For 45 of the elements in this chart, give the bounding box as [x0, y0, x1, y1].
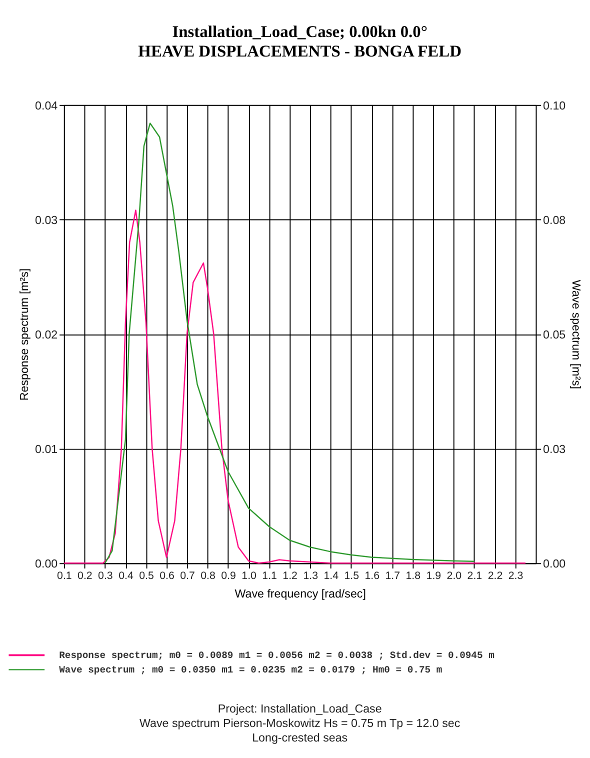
y2-tick-label: 0.05: [543, 328, 566, 342]
y2-axis-title: Wave spectrum [m²s]: [569, 280, 582, 390]
text: Project: Installation_Load_Case: [218, 702, 382, 716]
x-tick-label: 1.4: [324, 570, 339, 582]
y-tick-label: 0.01: [35, 442, 58, 456]
y2-tick-label: 0.00: [543, 558, 566, 571]
y-tick-label: 0.00: [35, 558, 58, 571]
y-tick-label: 0.02: [35, 328, 58, 342]
chart-subtitle: HEAVE DISPLACEMENTS - BONGA FELD: [138, 41, 462, 60]
x-tick-label: 1.9: [426, 570, 442, 582]
text: Long-crested seas: [252, 731, 348, 744]
legend-label: Response spectrum; m0 = 0.0089 m1 = 0.0056 m2 = 0.0038 ; Std.dev = 0.0945 m: [59, 650, 495, 662]
x-tick-label: 2.2: [488, 570, 503, 582]
text: Wave spectrum Pierson-Moskowitz Hs = 0.75 m Tp = 12.0 sec: [140, 716, 460, 730]
x-tick-label: 2.1: [467, 570, 482, 582]
y2-tick-label: 0.03: [543, 442, 566, 456]
x-tick-label: 0.3: [98, 570, 113, 582]
x-tick-label: 1.5: [344, 570, 360, 582]
x-tick-label: 0.7: [180, 570, 195, 582]
legend-label: Wave spectrum ; m0 = 0.0350 m1 = 0.0235 m2 = 0.0179 ; Hm0 = 0.75 m: [59, 664, 442, 676]
chart-title: Installation_Load_Case; 0.00kn 0.0°: [172, 22, 428, 42]
x-tick-label: 0.1: [57, 570, 72, 582]
x-tick-label: 1.0: [242, 570, 257, 582]
x-tick-label: 0.5: [139, 570, 154, 582]
line-series: [104, 122, 475, 564]
y2-tick-label: 0.10: [543, 99, 566, 112]
x-tick-label: 1.2: [282, 570, 298, 582]
x-tick-label: 1.1: [262, 570, 278, 582]
x-tick-label: 1.6: [364, 570, 380, 582]
x-tick-label: 2.0: [446, 570, 462, 582]
y-tick-label: 0.03: [35, 214, 58, 227]
x-tick-label: 0.8: [200, 570, 216, 582]
x-tick-label: 0.9: [221, 570, 236, 582]
line-series: [63, 210, 526, 564]
x-tick-label: 1.7: [385, 570, 400, 582]
x-tick-label: 1.8: [406, 570, 421, 582]
x-tick-label: 0.4: [118, 570, 134, 582]
x-tick-label: 2.3: [508, 570, 524, 582]
y-axis-title: Response spectrum [m²s]: [18, 268, 32, 401]
x-tick-label: 1.3: [303, 570, 318, 582]
x-tick-label: 0.2: [78, 570, 92, 582]
x-tick-label: 0.6: [160, 570, 174, 582]
x-axis-title: Wave frequency [rad/sec]: [234, 588, 366, 601]
y-tick-label: 0.04: [35, 99, 58, 112]
y2-tick-label: 0.08: [543, 214, 566, 227]
